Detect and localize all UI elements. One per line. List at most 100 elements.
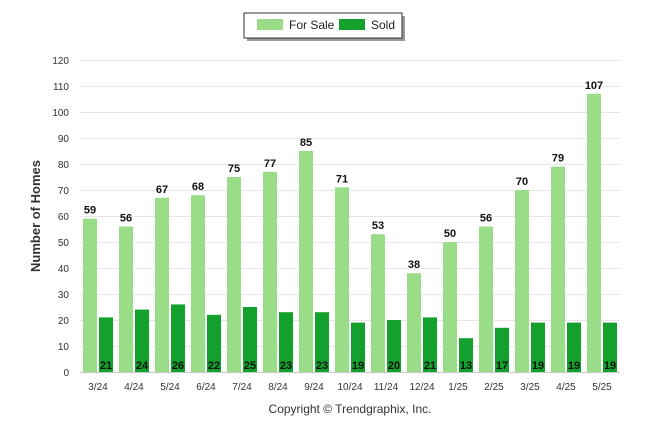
legend-swatch-for-sale xyxy=(257,19,283,30)
y-tick-label: 30 xyxy=(58,290,70,301)
bar-for-sale xyxy=(587,93,601,373)
bar-for-sale xyxy=(227,177,241,372)
data-label-for-sale: 79 xyxy=(552,153,564,165)
bar-sold xyxy=(459,338,473,372)
bar-for-sale xyxy=(299,151,313,372)
bar-sold xyxy=(423,317,437,372)
x-tick-label: 3/24 xyxy=(88,382,108,393)
bar-sold xyxy=(99,317,113,372)
bar-sold xyxy=(351,322,365,372)
y-tick-label: 50 xyxy=(58,238,70,249)
bar-for-sale xyxy=(119,226,133,372)
legend-label-for-sale: For Sale xyxy=(289,18,335,32)
data-label-for-sale: 67 xyxy=(156,184,168,196)
bar-for-sale xyxy=(263,171,277,372)
data-label-sold: 22 xyxy=(208,360,220,372)
y-tick-label: 80 xyxy=(58,160,70,171)
data-label-sold: 26 xyxy=(172,360,184,372)
data-label-for-sale: 38 xyxy=(408,259,420,271)
bar-sold xyxy=(243,307,257,372)
bar-for-sale xyxy=(83,218,97,372)
y-axis-label: Number of Homes xyxy=(28,160,43,272)
y-axis-ticks: 0 10 20 30 40 50 60 70 80 90 100 110 120 xyxy=(52,56,69,379)
data-label-sold: 19 xyxy=(532,360,544,372)
x-tick-label: 5/25 xyxy=(592,382,612,393)
bar-for-sale xyxy=(155,197,169,372)
bars xyxy=(83,93,617,373)
y-tick-label: 100 xyxy=(52,108,69,119)
data-label-for-sale: 50 xyxy=(444,228,456,240)
y-tick-label: 70 xyxy=(58,186,70,197)
x-tick-label: 8/24 xyxy=(268,382,288,393)
data-label-for-sale: 70 xyxy=(516,176,528,188)
bar-sold xyxy=(135,309,149,372)
bar-sold xyxy=(603,322,617,372)
y-tick-label: 40 xyxy=(58,264,70,275)
bar-for-sale xyxy=(551,166,565,372)
copyright-credit: Copyright © Trendgraphix, Inc. xyxy=(269,402,432,416)
data-label-sold: 19 xyxy=(604,360,616,372)
x-tick-label: 4/24 xyxy=(124,382,144,393)
data-label-sold: 24 xyxy=(136,360,149,372)
legend: For Sale Sold xyxy=(243,12,405,41)
data-labels: 59 21 56 24 67 26 68 22 75 25 77 23 85 23 71 19 53 20 38 21… xyxy=(84,80,616,372)
bar-sold xyxy=(207,314,221,372)
bar-for-sale xyxy=(191,195,205,372)
bar-for-sale xyxy=(479,226,493,372)
bar-sold xyxy=(495,327,509,372)
data-label-for-sale: 107 xyxy=(585,80,603,92)
data-label-for-sale: 71 xyxy=(336,173,348,185)
bar-sold xyxy=(171,304,185,372)
legend-label-sold: Sold xyxy=(371,18,395,32)
y-tick-label: 20 xyxy=(58,316,70,327)
data-label-sold: 17 xyxy=(496,360,508,372)
x-tick-label: 7/24 xyxy=(232,382,252,393)
data-label-for-sale: 85 xyxy=(300,137,312,149)
x-tick-label: 11/24 xyxy=(374,382,399,393)
bar-for-sale xyxy=(335,187,349,372)
bar-for-sale xyxy=(515,190,529,372)
bar-sold xyxy=(567,322,581,372)
data-label-for-sale: 53 xyxy=(372,220,384,232)
y-tick-label: 10 xyxy=(58,342,70,353)
gridlines xyxy=(80,60,620,347)
bar-sold xyxy=(279,312,293,372)
data-label-sold: 13 xyxy=(460,360,472,372)
data-label-sold: 19 xyxy=(352,360,364,372)
bar-sold xyxy=(387,320,401,372)
x-tick-label: 5/24 xyxy=(160,382,180,393)
data-label-for-sale: 77 xyxy=(264,158,276,170)
x-tick-label: 9/24 xyxy=(304,382,324,393)
data-label-for-sale: 59 xyxy=(84,205,96,217)
data-label-for-sale: 56 xyxy=(120,212,132,224)
data-label-for-sale: 56 xyxy=(480,212,492,224)
legend-swatch-sold xyxy=(339,19,365,30)
data-label-for-sale: 68 xyxy=(192,181,204,193)
data-label-sold: 21 xyxy=(100,360,112,372)
x-tick-label: 2/25 xyxy=(484,382,504,393)
data-label-sold: 23 xyxy=(280,360,292,372)
x-tick-label: 6/24 xyxy=(196,382,216,393)
x-tick-label: 4/25 xyxy=(556,382,576,393)
bar-for-sale xyxy=(407,273,421,372)
data-label-sold: 21 xyxy=(424,360,436,372)
data-label-sold: 23 xyxy=(316,360,328,372)
y-tick-label: 90 xyxy=(58,134,70,145)
data-label-for-sale: 75 xyxy=(228,163,240,175)
x-axis-ticks: 3/24 4/24 5/24 6/24 7/24 8/24 9/24 10/24 11/24 12… xyxy=(88,382,612,393)
y-tick-label: 110 xyxy=(53,82,69,93)
y-tick-label: 60 xyxy=(58,212,70,223)
data-label-sold: 19 xyxy=(568,360,580,372)
bar-for-sale xyxy=(443,242,457,372)
bar-sold xyxy=(315,312,329,372)
data-label-sold: 20 xyxy=(388,360,400,372)
x-tick-label: 3/25 xyxy=(520,382,540,393)
x-tick-label: 1/25 xyxy=(448,382,468,393)
x-tick-label: 12/24 xyxy=(409,382,434,393)
data-label-sold: 25 xyxy=(244,360,256,372)
y-tick-label: 0 xyxy=(63,368,69,379)
bar-for-sale xyxy=(371,234,385,372)
y-tick-label: 120 xyxy=(52,56,69,67)
bar-sold xyxy=(531,322,545,372)
